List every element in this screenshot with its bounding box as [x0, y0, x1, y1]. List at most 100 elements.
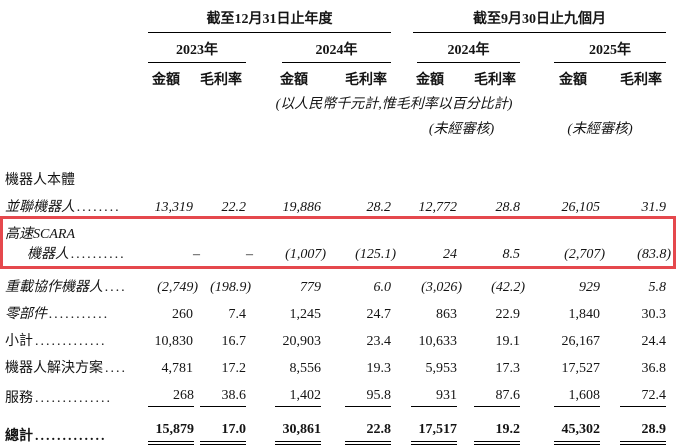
row-label-line2: 機器人	[27, 247, 69, 262]
cell-value: 7.4	[228, 307, 247, 322]
cell-value: 26,167	[561, 334, 601, 349]
row-label: 零部件	[5, 307, 47, 322]
dot-leader: .............	[35, 429, 107, 444]
cell-value: 779	[300, 280, 321, 295]
cell-value: 5.8	[648, 280, 667, 295]
cell-value: 6.0	[373, 280, 392, 295]
column-header-margin: 毛利率	[345, 73, 387, 88]
cell-value: 28.2	[366, 200, 392, 215]
cell-value: 17.0	[200, 422, 246, 445]
cell-value: 31.9	[641, 200, 667, 215]
row-label: 並聯機器人	[5, 200, 75, 215]
column-header-margin: 毛利率	[620, 73, 662, 88]
cell-value: 268	[148, 388, 194, 407]
cell-value: 8,556	[289, 361, 322, 376]
cell-value: 26,105	[561, 200, 601, 215]
cell-value: 10,830	[154, 334, 194, 349]
row-parallel-robots: 並聯機器人........ 13,319 22.2 19,886 28.2 12…	[0, 189, 666, 216]
cell-value: (1,007)	[285, 247, 326, 262]
year-header-2023: 2023年	[148, 39, 246, 63]
cell-value: 28.9	[620, 422, 666, 445]
period-header-row: 截至12月31日止年度 截至9月30日止九個月	[0, 8, 666, 33]
row-label: 機器人解決方案	[5, 361, 103, 376]
cell-value: 863	[436, 307, 457, 322]
period-header-interim: 截至9月30日止九個月	[413, 8, 666, 33]
cell-value: 17,517	[411, 422, 457, 445]
row-label: 重載協作機器人	[5, 280, 103, 295]
column-header-margin: 毛利率	[474, 73, 516, 88]
row-scara-robots-highlighted: 高速SCARA 機器人.......... – – (1,007) (125.1…	[0, 216, 676, 269]
cell-value: 1,245	[289, 307, 322, 322]
column-header-amount: 金額	[416, 73, 444, 88]
cell-value: (3,026)	[421, 280, 462, 295]
cell-value: 87.6	[474, 388, 520, 407]
dot-leader: ....	[105, 280, 127, 295]
column-header-amount: 金額	[559, 73, 587, 88]
cell-value: 1,402	[275, 388, 321, 407]
year-header-row: 2023年 2024年 2024年 2025年	[0, 33, 666, 63]
currency-note-row: (以人民幣千元計,惟毛利率以百分比計)	[0, 89, 666, 113]
unaudited-note-row: (未經審核) (未經審核)	[0, 113, 666, 138]
cell-value: 45,302	[554, 422, 600, 445]
cell-value: 23.4	[366, 334, 392, 349]
year-header-2024-interim: 2024年	[417, 39, 520, 63]
cell-value: 36.8	[641, 361, 667, 376]
cell-value: 15,879	[148, 422, 194, 445]
column-header-row: 金額 毛利率 金額 毛利率 金額 毛利率 金額 毛利率	[0, 63, 666, 89]
cell-value: 22.2	[221, 200, 247, 215]
cell-value: 12,772	[418, 200, 458, 215]
row-label: 小計	[5, 334, 33, 349]
cell-value: 17,527	[561, 361, 601, 376]
cell-value: (2,749)	[157, 280, 198, 295]
cell-value: 22.8	[345, 422, 391, 445]
unaudited-note: (未經審核)	[428, 122, 495, 137]
row-services: 服務.............. 268 38.6 1,402 95.8 931…	[0, 377, 666, 407]
cell-value: (198.9)	[210, 280, 251, 295]
cell-value: (42.2)	[491, 280, 525, 295]
column-header-amount: 金額	[280, 73, 308, 88]
cell-value: 30,861	[275, 422, 321, 445]
cell-value: 24.7	[366, 307, 392, 322]
dot-leader: ...........	[49, 307, 110, 322]
row-label: 機器人本體	[5, 173, 75, 188]
cell-value: (125.1)	[355, 247, 396, 262]
cell-value: 17.2	[221, 361, 247, 376]
row-heavy-collab-robots: 重載協作機器人.... (2,749) (198.9) 779 6.0 (3,0…	[0, 269, 666, 296]
cell-value: 22.9	[495, 307, 521, 322]
cell-value: 1,608	[554, 388, 600, 407]
dot-leader: ....	[105, 361, 127, 376]
cell-value: 20,903	[282, 334, 322, 349]
dot-leader: ..........	[71, 247, 126, 262]
cell-value: 10,633	[418, 334, 458, 349]
cell-value: 19.2	[474, 422, 520, 445]
cell-value: 260	[172, 307, 193, 322]
row-label: 總計	[5, 429, 33, 444]
cell-value: 24	[443, 247, 457, 262]
cell-value: 72.4	[620, 388, 666, 407]
cell-value: (83.8)	[637, 247, 671, 262]
column-header-amount: 金額	[152, 73, 180, 88]
cell-value: 8.5	[502, 247, 521, 262]
row-components: 零部件........... 260 7.4 1,245 24.7 863 22…	[0, 296, 666, 323]
period-header-annual: 截至12月31日止年度	[148, 8, 391, 33]
row-robot-solutions: 機器人解決方案.... 4,781 17.2 8,556 19.3 5,953 …	[0, 350, 666, 377]
cell-value: 19.1	[495, 334, 521, 349]
cell-value: –	[246, 247, 253, 262]
cell-value: 931	[411, 388, 457, 407]
cell-value: 19,886	[282, 200, 322, 215]
year-header-2024: 2024年	[282, 39, 391, 63]
column-header-margin: 毛利率	[200, 73, 242, 88]
cell-value: 28.8	[495, 200, 521, 215]
year-header-2025: 2025年	[554, 39, 666, 63]
cell-value: 95.8	[345, 388, 391, 407]
cell-value: 17.3	[495, 361, 521, 376]
cell-value: 16.7	[221, 334, 247, 349]
row-label: 服務	[5, 391, 33, 406]
row-robot-body-section: 機器人本體	[0, 162, 666, 189]
cell-value: 19.3	[366, 361, 392, 376]
unaudited-note: (未經審核)	[567, 122, 633, 137]
row-grand-total: 總計............. 15,879 17.0 30,861 22.8 …	[0, 409, 666, 445]
cell-value: 30.3	[641, 307, 667, 322]
currency-note: (以人民幣千元計,惟毛利率以百分比計)	[275, 97, 513, 112]
